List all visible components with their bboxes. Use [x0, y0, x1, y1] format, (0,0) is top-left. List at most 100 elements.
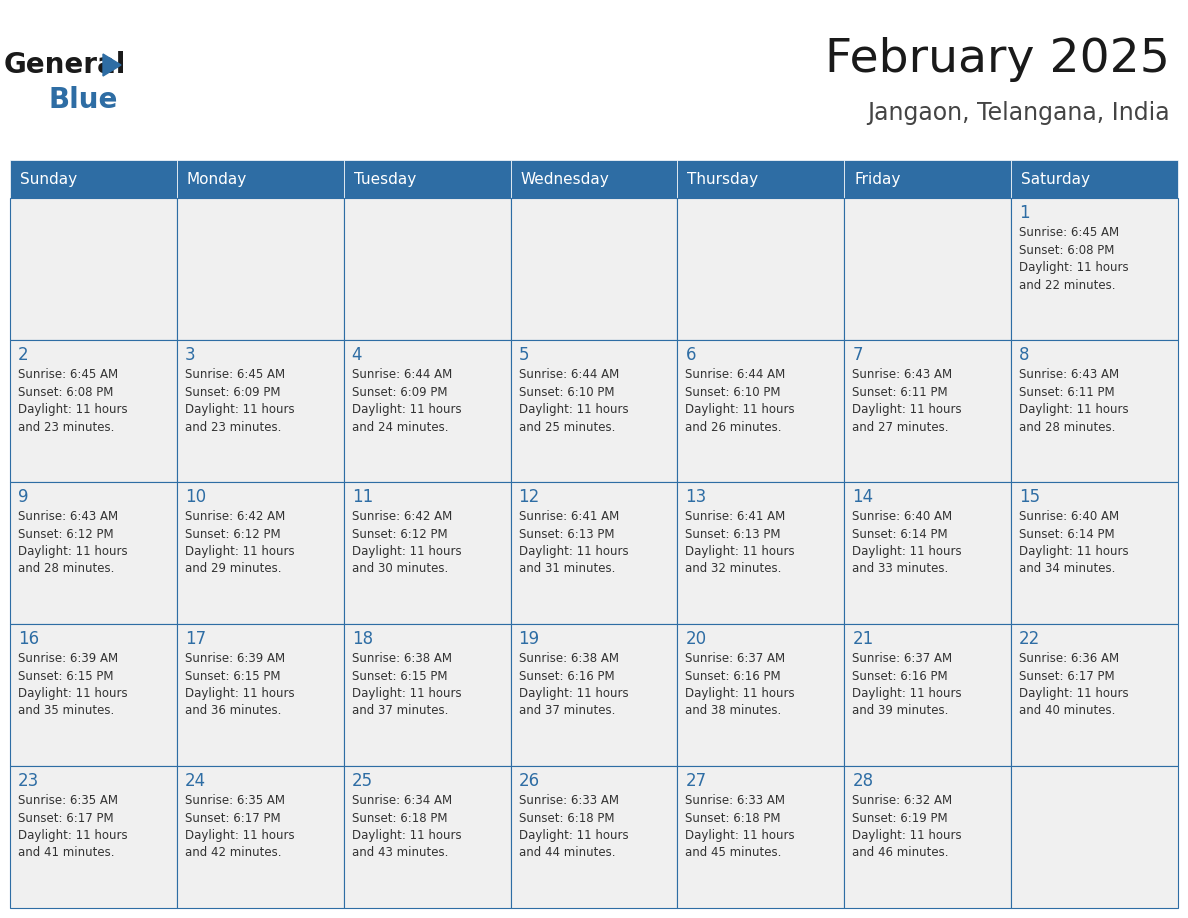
Bar	[10, 340, 177, 482]
Text: Sunrise: 6:33 AM: Sunrise: 6:33 AM	[685, 794, 785, 807]
Text: Sunrise: 6:42 AM: Sunrise: 6:42 AM	[352, 510, 451, 523]
Text: Daylight: 11 hours: Daylight: 11 hours	[685, 545, 795, 558]
Text: Sunrise: 6:44 AM: Sunrise: 6:44 AM	[685, 368, 785, 381]
Text: and 37 minutes.: and 37 minutes.	[352, 704, 448, 718]
Text: Sunrise: 6:35 AM: Sunrise: 6:35 AM	[185, 794, 285, 807]
Text: Daylight: 11 hours: Daylight: 11 hours	[185, 829, 295, 842]
Text: 28: 28	[852, 772, 873, 790]
Text: Sunset: 6:14 PM: Sunset: 6:14 PM	[852, 528, 948, 541]
Text: Sunset: 6:12 PM: Sunset: 6:12 PM	[185, 528, 280, 541]
Text: 15: 15	[1019, 488, 1041, 506]
Text: Sunrise: 6:38 AM: Sunrise: 6:38 AM	[352, 652, 451, 665]
Text: Daylight: 11 hours: Daylight: 11 hours	[519, 403, 628, 416]
Text: Thursday: Thursday	[688, 172, 759, 186]
Text: Tuesday: Tuesday	[354, 172, 416, 186]
Bar	[677, 482, 845, 624]
Bar	[511, 624, 677, 766]
Text: 4: 4	[352, 346, 362, 364]
Text: Sunrise: 6:41 AM: Sunrise: 6:41 AM	[685, 510, 785, 523]
Text: Sunset: 6:15 PM: Sunset: 6:15 PM	[18, 669, 114, 682]
Text: Sunset: 6:19 PM: Sunset: 6:19 PM	[852, 812, 948, 824]
Text: 24: 24	[185, 772, 206, 790]
Text: and 43 minutes.: and 43 minutes.	[352, 846, 448, 859]
Text: and 28 minutes.: and 28 minutes.	[1019, 420, 1116, 433]
Text: and 36 minutes.: and 36 minutes.	[185, 704, 282, 718]
Text: 27: 27	[685, 772, 707, 790]
Text: Sunrise: 6:43 AM: Sunrise: 6:43 AM	[18, 510, 118, 523]
Text: Sunrise: 6:44 AM: Sunrise: 6:44 AM	[519, 368, 619, 381]
Text: Wednesday: Wednesday	[520, 172, 609, 186]
Text: and 37 minutes.: and 37 minutes.	[519, 704, 615, 718]
Text: Monday: Monday	[187, 172, 247, 186]
Text: and 34 minutes.: and 34 minutes.	[1019, 563, 1116, 576]
Text: Sunset: 6:18 PM: Sunset: 6:18 PM	[352, 812, 447, 824]
Text: Sunrise: 6:39 AM: Sunrise: 6:39 AM	[18, 652, 118, 665]
Text: and 42 minutes.: and 42 minutes.	[185, 846, 282, 859]
Text: and 40 minutes.: and 40 minutes.	[1019, 704, 1116, 718]
Bar	[177, 160, 343, 198]
Text: Daylight: 11 hours: Daylight: 11 hours	[18, 687, 127, 700]
Text: Sunrise: 6:37 AM: Sunrise: 6:37 AM	[852, 652, 953, 665]
Text: Sunset: 6:11 PM: Sunset: 6:11 PM	[1019, 386, 1114, 398]
Bar	[1011, 624, 1178, 766]
Text: Daylight: 11 hours: Daylight: 11 hours	[852, 545, 962, 558]
Text: 18: 18	[352, 630, 373, 648]
Text: February 2025: February 2025	[826, 38, 1170, 83]
Text: 25: 25	[352, 772, 373, 790]
Bar	[1011, 482, 1178, 624]
Bar	[677, 766, 845, 908]
Text: Daylight: 11 hours: Daylight: 11 hours	[1019, 261, 1129, 274]
Bar	[845, 198, 1011, 340]
Text: Sunset: 6:17 PM: Sunset: 6:17 PM	[18, 812, 114, 824]
Text: and 31 minutes.: and 31 minutes.	[519, 563, 615, 576]
Text: Sunday: Sunday	[20, 172, 77, 186]
Text: Sunset: 6:13 PM: Sunset: 6:13 PM	[685, 528, 781, 541]
Text: Sunrise: 6:45 AM: Sunrise: 6:45 AM	[185, 368, 285, 381]
Text: Sunrise: 6:42 AM: Sunrise: 6:42 AM	[185, 510, 285, 523]
Text: Sunset: 6:16 PM: Sunset: 6:16 PM	[685, 669, 781, 682]
Bar	[511, 340, 677, 482]
Text: 10: 10	[185, 488, 206, 506]
Text: Sunrise: 6:41 AM: Sunrise: 6:41 AM	[519, 510, 619, 523]
Text: Sunrise: 6:39 AM: Sunrise: 6:39 AM	[185, 652, 285, 665]
Text: 8: 8	[1019, 346, 1030, 364]
Text: Sunset: 6:17 PM: Sunset: 6:17 PM	[185, 812, 280, 824]
Text: Daylight: 11 hours: Daylight: 11 hours	[852, 687, 962, 700]
Text: 2: 2	[18, 346, 29, 364]
Text: Sunset: 6:12 PM: Sunset: 6:12 PM	[18, 528, 114, 541]
Text: Daylight: 11 hours: Daylight: 11 hours	[519, 545, 628, 558]
Text: Sunrise: 6:34 AM: Sunrise: 6:34 AM	[352, 794, 451, 807]
Text: and 39 minutes.: and 39 minutes.	[852, 704, 949, 718]
Bar	[677, 624, 845, 766]
Text: Daylight: 11 hours: Daylight: 11 hours	[185, 687, 295, 700]
Text: and 30 minutes.: and 30 minutes.	[352, 563, 448, 576]
Text: Sunrise: 6:36 AM: Sunrise: 6:36 AM	[1019, 652, 1119, 665]
Text: 14: 14	[852, 488, 873, 506]
Text: Daylight: 11 hours: Daylight: 11 hours	[519, 829, 628, 842]
Text: Sunset: 6:14 PM: Sunset: 6:14 PM	[1019, 528, 1114, 541]
Bar	[511, 482, 677, 624]
Bar	[343, 160, 511, 198]
Text: Daylight: 11 hours: Daylight: 11 hours	[18, 829, 127, 842]
Text: Sunrise: 6:44 AM: Sunrise: 6:44 AM	[352, 368, 451, 381]
Text: 17: 17	[185, 630, 206, 648]
Text: 11: 11	[352, 488, 373, 506]
Text: 6: 6	[685, 346, 696, 364]
Bar	[177, 198, 343, 340]
Bar	[177, 624, 343, 766]
Text: Sunrise: 6:40 AM: Sunrise: 6:40 AM	[1019, 510, 1119, 523]
Text: Sunset: 6:08 PM: Sunset: 6:08 PM	[18, 386, 113, 398]
Text: and 25 minutes.: and 25 minutes.	[519, 420, 615, 433]
Text: Sunrise: 6:35 AM: Sunrise: 6:35 AM	[18, 794, 118, 807]
Text: 13: 13	[685, 488, 707, 506]
Bar	[343, 482, 511, 624]
Bar	[677, 160, 845, 198]
Bar	[10, 766, 177, 908]
Text: and 28 minutes.: and 28 minutes.	[18, 563, 114, 576]
Bar	[1011, 340, 1178, 482]
Text: 26: 26	[519, 772, 539, 790]
Text: Sunrise: 6:37 AM: Sunrise: 6:37 AM	[685, 652, 785, 665]
Text: and 23 minutes.: and 23 minutes.	[18, 420, 114, 433]
Text: Daylight: 11 hours: Daylight: 11 hours	[1019, 687, 1129, 700]
Text: Sunset: 6:13 PM: Sunset: 6:13 PM	[519, 528, 614, 541]
